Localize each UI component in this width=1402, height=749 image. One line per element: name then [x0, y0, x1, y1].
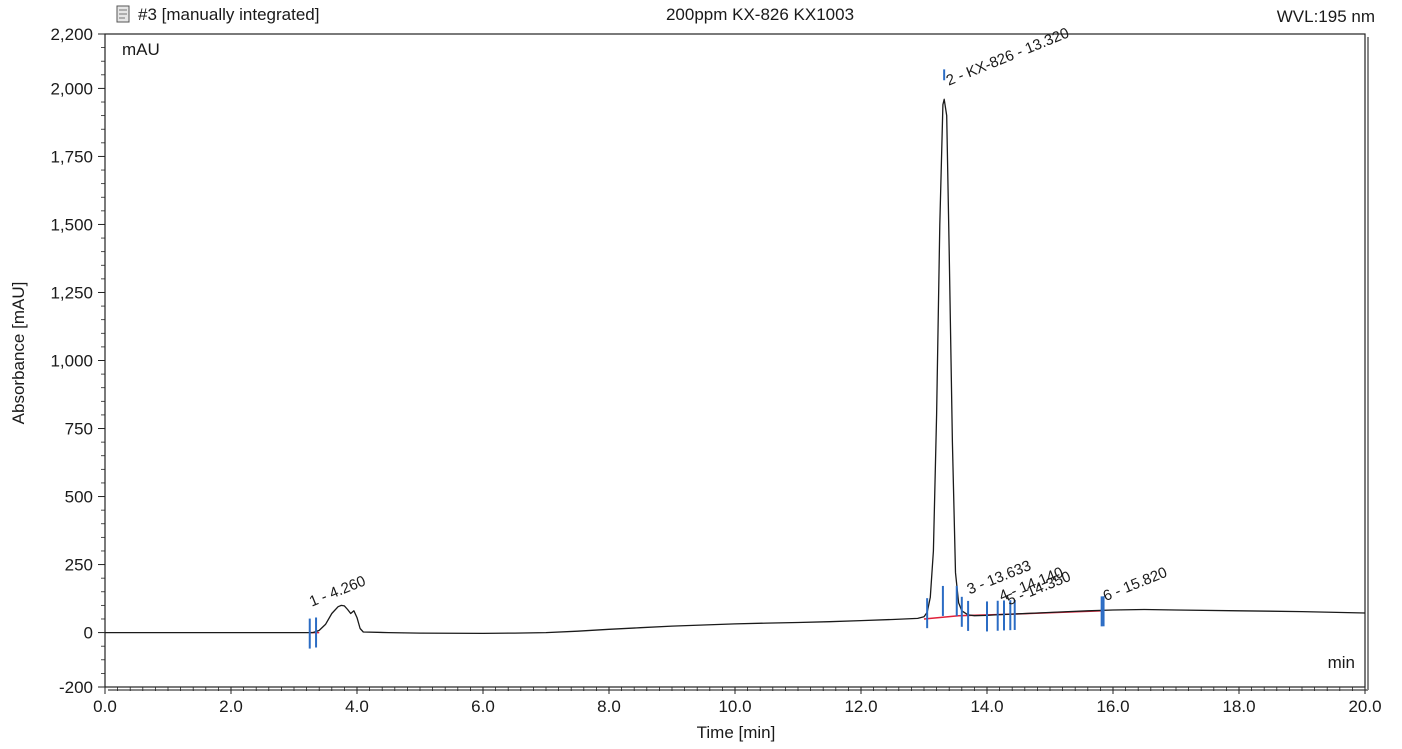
sample-title: 200ppm KX-826 KX1003 [666, 5, 854, 24]
y-tick-label: 1,000 [50, 352, 93, 371]
x-tick-label: 16.0 [1096, 697, 1129, 716]
y-tick-label: 0 [84, 624, 93, 643]
y-axis-title: Absorbance [mAU] [9, 282, 28, 425]
axis-ticks: 0.0 2.0 4.0 6.0 8.0 10.0 12.0 14.0 16.0 18.0 20.0 -… [50, 25, 1381, 716]
peak-label: 6 - 15.820 [1101, 564, 1170, 605]
plot-border [104, 33, 1366, 688]
y-unit-label: mAU [122, 40, 160, 59]
x-tick-label: 18.0 [1222, 697, 1255, 716]
y-tick-label: 250 [65, 556, 93, 575]
y-tick-label: 2,000 [50, 79, 93, 98]
y-tick-label: 2,200 [50, 25, 93, 44]
chromatogram-file-icon[interactable] [116, 5, 130, 23]
x-tick-label: 20.0 [1348, 697, 1381, 716]
plot-frame [104, 33, 1369, 691]
x-tick-label: 14.0 [970, 697, 1003, 716]
y-tick-label: 1,750 [50, 147, 93, 166]
x-tick-label: 12.0 [844, 697, 877, 716]
wavelength-label: WVL:195 nm [1277, 7, 1375, 26]
axis-labels: mAU min Time [min] Absorbance [mAU] [9, 40, 1355, 742]
x-tick-label: 6.0 [471, 697, 495, 716]
integration-baselines [309, 610, 1104, 634]
x-tick-label: 8.0 [597, 697, 621, 716]
y-tick-label: 1,500 [50, 215, 93, 234]
x-axis-title: Time [min] [697, 723, 776, 742]
run-label: #3 [manually integrated] [138, 5, 319, 24]
y-tick-label: 500 [65, 488, 93, 507]
chromatogram-trace [105, 98, 1366, 635]
x-tick-label: 2.0 [219, 697, 243, 716]
x-tick-label: 4.0 [345, 697, 369, 716]
x-tick-label: 10.0 [718, 697, 751, 716]
y-tick-label: 1,250 [50, 283, 93, 302]
x-unit-label: min [1328, 653, 1355, 672]
x-tick-label: 0.0 [93, 697, 117, 716]
integration-markers [308, 69, 1105, 649]
chromatogram-line [105, 98, 1366, 635]
chart-header: #3 [manually integrated] 200ppm KX-826 K… [116, 5, 1375, 26]
y-tick-label: -200 [59, 678, 93, 697]
y-tick-label: 750 [65, 420, 93, 439]
peak-label: 1 - 4.260 [307, 573, 368, 611]
